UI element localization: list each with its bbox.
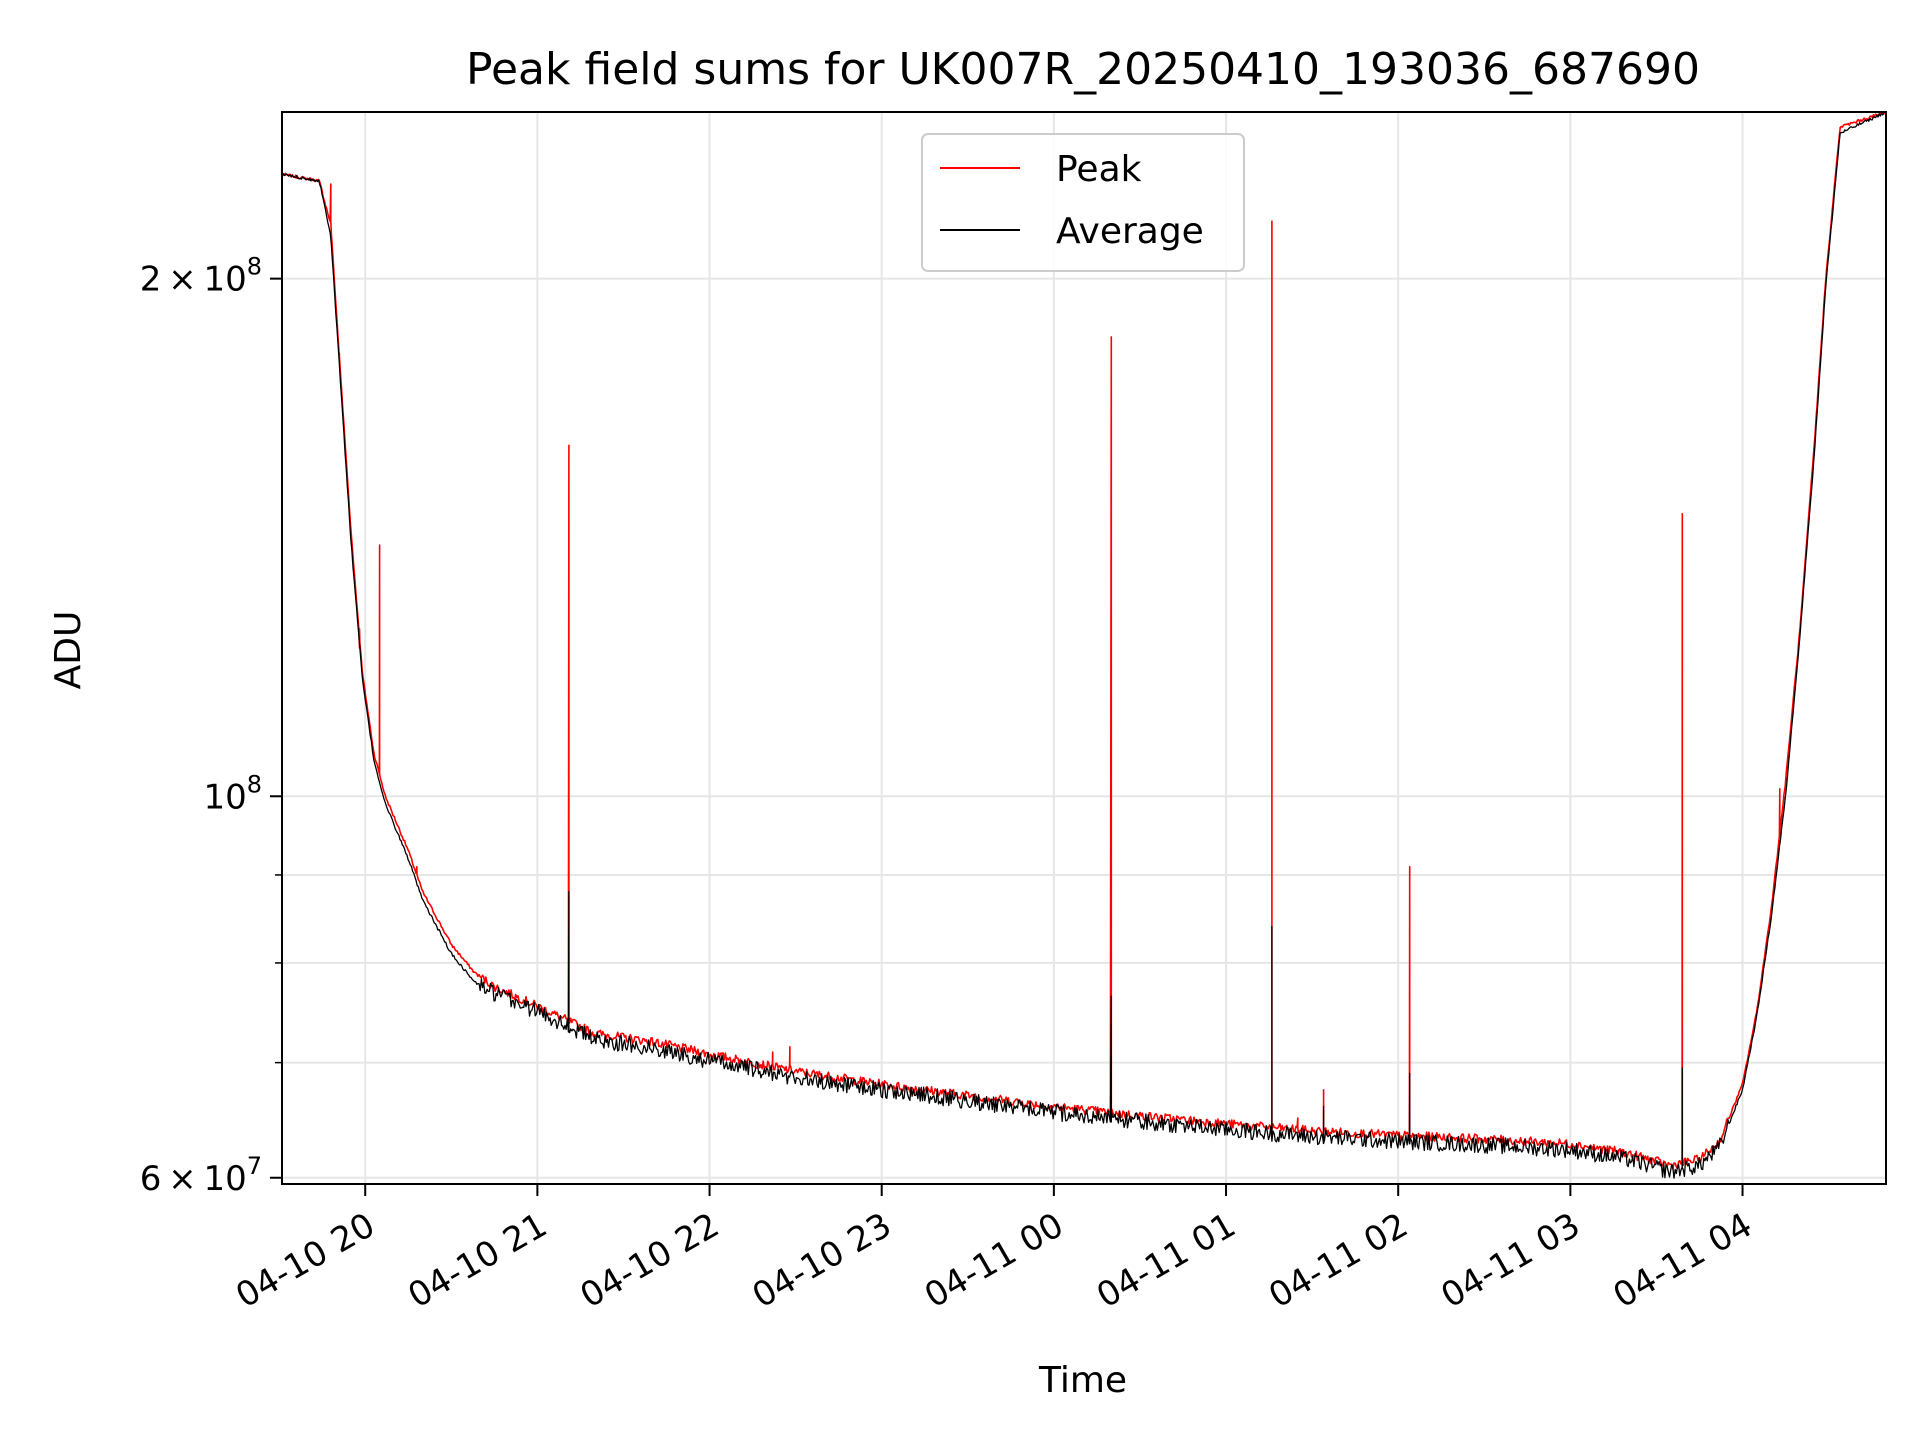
legend-label-peak: Peak [1056,149,1142,190]
x-tick-label: 04-10 22 [574,1205,726,1316]
series-line-average [282,112,1886,1179]
x-tick-label: 04-11 01 [1090,1205,1242,1316]
y-axis: 6 × 107 108 2 × 108 [140,253,282,1199]
legend: Peak Average [921,133,1245,272]
legend-label-average: Average [1056,211,1204,252]
y-tick-label: 108 [203,770,262,817]
grid-lines [282,112,1886,1184]
x-axis: 04-10 20 04-10 21 04-10 22 04-10 23 04-11 00… [229,1184,1759,1316]
y-axis-label: ADU [48,611,89,690]
chart-title: Peak field sums for UK007R_20250410_1930… [466,44,1700,95]
x-tick-label: 04-11 00 [918,1205,1070,1316]
plot-frame [281,111,1887,1185]
y-tick-label: 2 × 108 [140,253,262,300]
x-tick-label: 04-10 23 [746,1205,898,1316]
x-tick-label: 04-11 04 [1607,1205,1759,1316]
x-axis-label: Time [1038,1360,1127,1401]
x-tick-label: 04-11 02 [1262,1205,1414,1316]
y-tick-label: 6 × 107 [140,1152,262,1199]
plot-area [282,112,1886,1179]
x-tick-label: 04-11 03 [1434,1205,1586,1316]
x-tick-label: 04-10 21 [401,1205,553,1316]
x-tick-label: 04-10 20 [229,1205,381,1316]
